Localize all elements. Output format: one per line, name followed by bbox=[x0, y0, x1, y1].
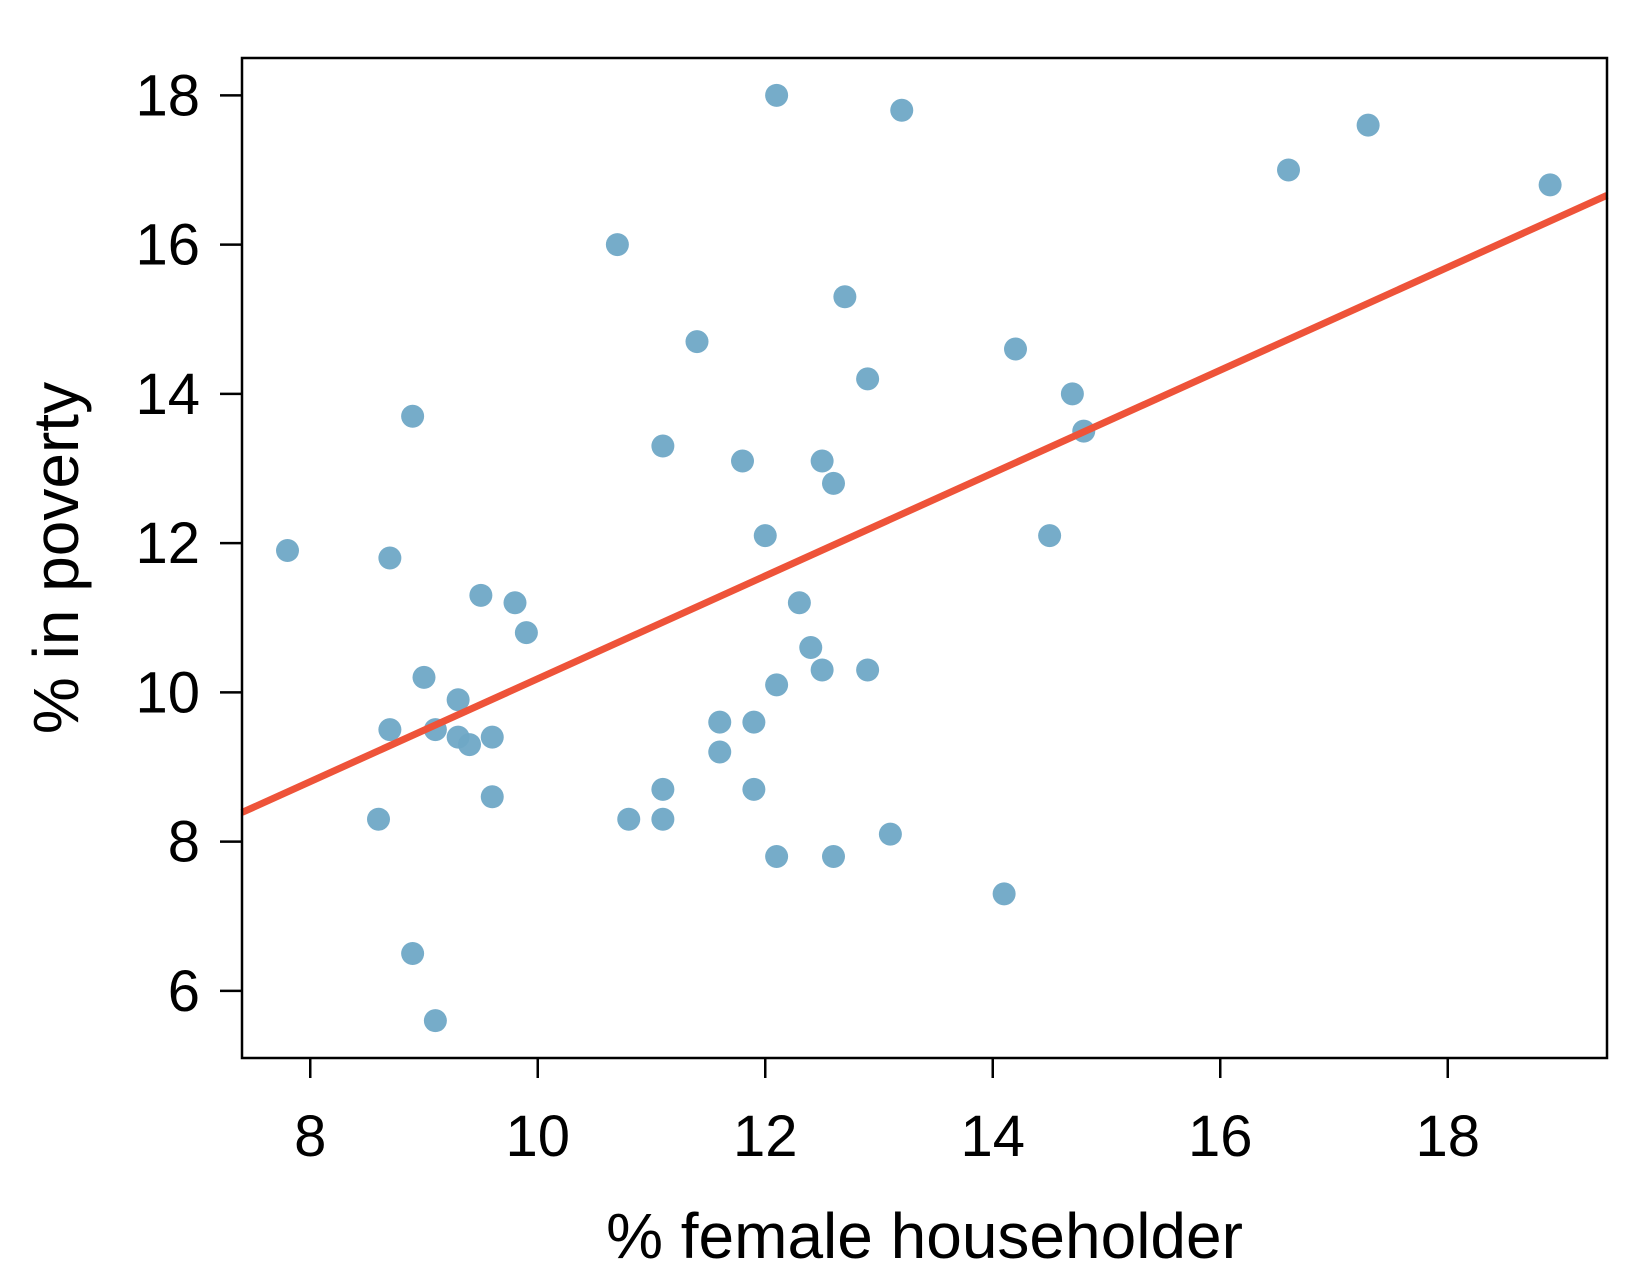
plot-frame bbox=[240, 56, 1609, 1060]
data-point bbox=[765, 845, 789, 869]
data-point bbox=[651, 777, 675, 801]
y-tick-label: 16 bbox=[135, 213, 200, 278]
y-tick-label: 6 bbox=[168, 959, 200, 1024]
y-tick-label: 12 bbox=[135, 511, 200, 576]
data-point bbox=[480, 725, 504, 749]
x-tick-label: 18 bbox=[1415, 1104, 1480, 1169]
data-point bbox=[1038, 524, 1062, 548]
data-point bbox=[514, 621, 538, 645]
data-point bbox=[890, 98, 914, 122]
y-tick-label: 8 bbox=[168, 810, 200, 875]
data-point bbox=[378, 546, 402, 570]
data-point bbox=[617, 807, 641, 831]
data-point bbox=[276, 539, 299, 563]
data-point bbox=[367, 807, 390, 831]
y-axis: 6 8 10 12 14 16 18 bbox=[135, 63, 242, 1024]
data-points bbox=[276, 83, 1562, 1033]
x-tick-label: 10 bbox=[505, 1104, 570, 1169]
data-point bbox=[822, 471, 845, 495]
y-tick-label: 10 bbox=[135, 660, 200, 725]
data-point bbox=[856, 367, 880, 391]
data-point bbox=[708, 740, 732, 764]
data-point bbox=[856, 658, 880, 682]
data-point bbox=[1538, 173, 1562, 197]
data-point bbox=[992, 882, 1016, 906]
x-tick-label: 14 bbox=[960, 1104, 1025, 1169]
data-point bbox=[765, 83, 789, 107]
data-point bbox=[765, 673, 789, 697]
x-tick-label: 8 bbox=[294, 1104, 326, 1169]
data-point bbox=[458, 733, 481, 757]
x-tick-label: 12 bbox=[733, 1104, 798, 1169]
data-point bbox=[810, 658, 834, 682]
data-point bbox=[742, 777, 766, 801]
x-axis: 8 10 12 14 16 18 bbox=[294, 1058, 1480, 1169]
data-point bbox=[401, 404, 425, 428]
y-axis-title: % in poverty bbox=[20, 382, 92, 734]
data-point bbox=[480, 785, 504, 809]
data-point bbox=[731, 449, 754, 473]
y-tick-label: 14 bbox=[135, 362, 200, 427]
data-point bbox=[378, 718, 402, 742]
y-tick-label: 18 bbox=[135, 63, 200, 128]
data-point bbox=[1060, 382, 1084, 406]
x-axis-title: % female householder bbox=[606, 1200, 1243, 1272]
x-tick-label: 16 bbox=[1188, 1104, 1253, 1169]
data-point bbox=[787, 591, 811, 615]
data-point bbox=[412, 665, 436, 689]
data-point bbox=[423, 1009, 447, 1033]
data-point bbox=[799, 636, 823, 660]
data-point bbox=[605, 233, 629, 257]
data-point bbox=[742, 710, 766, 734]
data-point bbox=[810, 449, 834, 473]
data-point bbox=[446, 688, 470, 712]
regression-line bbox=[240, 192, 1609, 816]
data-point bbox=[651, 807, 675, 831]
data-point bbox=[833, 285, 857, 309]
data-point bbox=[878, 822, 902, 846]
data-point bbox=[708, 710, 732, 734]
data-point bbox=[469, 583, 493, 607]
data-point bbox=[503, 591, 527, 615]
data-point bbox=[651, 434, 675, 458]
data-point bbox=[753, 524, 777, 548]
data-point bbox=[1004, 337, 1027, 361]
data-point bbox=[1277, 158, 1300, 182]
data-point bbox=[401, 942, 425, 966]
data-point bbox=[1356, 113, 1380, 137]
data-point bbox=[822, 845, 845, 869]
data-point bbox=[685, 330, 709, 354]
